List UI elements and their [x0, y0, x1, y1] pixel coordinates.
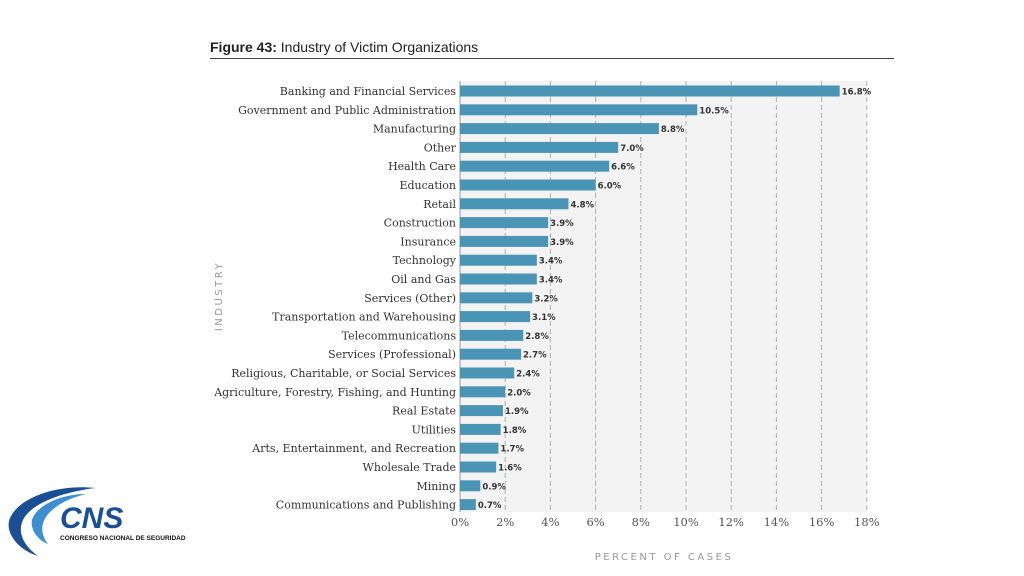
bar [460, 348, 522, 360]
x-axis-title: PERCENT OF CASES [595, 552, 734, 563]
figure-label: Figure 43: [210, 39, 277, 55]
category-label: Real Estate [392, 405, 456, 418]
y-axis-title: INDUSTRY [214, 261, 225, 331]
bar [460, 405, 503, 417]
cns-logo: CNS CONGRESO NACIONAL DE SEGURIDAD [8, 487, 186, 556]
x-tick-label: 8% [632, 515, 650, 529]
category-label: Services (Other) [364, 292, 456, 305]
category-label: Other [424, 141, 457, 154]
category-label: Utilities [412, 423, 457, 436]
category-label: Communications and Publishing [276, 499, 456, 512]
category-label: Agriculture, Forestry, Fishing, and Hunt… [213, 386, 456, 399]
figure-title-text: Industry of Victim Organizations [280, 39, 479, 55]
category-label: Banking and Financial Services [280, 85, 457, 98]
x-tick-label: 16% [809, 515, 835, 529]
x-tick-label: 0% [451, 515, 469, 529]
x-tick-label: 4% [541, 515, 559, 529]
bar [460, 160, 610, 172]
x-tick-label: 18% [854, 515, 880, 529]
bar [460, 442, 499, 454]
x-tick-label: 2% [496, 515, 514, 529]
value-label: 1.6% [498, 464, 522, 474]
value-label: 3.4% [539, 276, 563, 286]
category-label: Telecommunications [342, 329, 457, 342]
category-label: Construction [384, 217, 456, 230]
bar [460, 104, 698, 116]
value-label: 1.9% [505, 407, 529, 417]
value-label: 10.5% [699, 106, 729, 116]
bar [460, 367, 515, 379]
category-label: Manufacturing [373, 123, 456, 136]
category-label: Government and Public Administration [238, 104, 456, 117]
value-label: 0.9% [482, 482, 506, 492]
category-label: Health Care [388, 160, 456, 173]
value-label: 2.7% [523, 351, 547, 361]
bar [460, 423, 501, 435]
x-tick-label: 14% [764, 515, 790, 529]
bar [460, 254, 537, 266]
value-label: 2.8% [525, 332, 549, 342]
value-label: 1.8% [503, 426, 527, 436]
value-label: 4.8% [570, 200, 594, 210]
x-tick-label: 10% [673, 515, 699, 529]
title-rule [210, 58, 894, 59]
logo-swoosh-inner [31, 494, 87, 544]
bar [460, 461, 497, 473]
value-label: 0.7% [478, 501, 502, 511]
value-label: 2.4% [516, 370, 540, 380]
value-label: 8.8% [661, 125, 685, 135]
category-label: Services (Professional) [328, 348, 456, 361]
logo-swoosh-outer [8, 487, 95, 556]
bar [460, 141, 619, 153]
value-label: 16.8% [842, 88, 872, 98]
category-label: Education [399, 179, 456, 192]
category-label: Mining [416, 480, 456, 493]
value-label: 6.6% [611, 163, 635, 173]
logo-text: CNS [60, 502, 123, 535]
category-label: Religious, Charitable, or Social Service… [231, 367, 456, 380]
bar [460, 85, 840, 97]
category-label: Oil and Gas [391, 273, 456, 286]
value-label: 3.2% [534, 294, 558, 304]
bar [460, 329, 524, 341]
logo-subtitle: CONGRESO NACIONAL DE SEGURIDAD [60, 535, 186, 542]
category-label: Technology [393, 254, 457, 267]
value-label: 2.0% [507, 388, 531, 398]
category-label: Transportation and Warehousing [272, 311, 456, 324]
category-label: Wholesale Trade [363, 461, 456, 474]
bar [460, 235, 549, 247]
category-label: Insurance [400, 235, 456, 248]
bar [460, 311, 531, 323]
value-label: 3.9% [550, 219, 574, 229]
x-tick-label: 12% [718, 515, 744, 529]
bar [460, 273, 537, 285]
x-tick-label: 6% [586, 515, 604, 529]
bar [460, 123, 659, 135]
bar [460, 480, 481, 492]
value-label: 3.9% [550, 238, 574, 248]
value-label: 7.0% [620, 144, 644, 154]
bar [460, 499, 476, 511]
figure-title: Figure 43: Industry of Victim Organizati… [210, 39, 478, 55]
value-label: 1.7% [500, 445, 524, 455]
bar [460, 292, 533, 304]
value-label: 3.4% [539, 257, 563, 267]
category-label: Retail [423, 198, 456, 211]
value-label: 6.0% [598, 182, 622, 192]
bar [460, 217, 549, 229]
bar [460, 386, 506, 398]
bar [460, 179, 596, 191]
bar [460, 198, 569, 210]
value-label: 3.1% [532, 313, 556, 323]
category-label: Arts, Entertainment, and Recreation [251, 442, 456, 455]
